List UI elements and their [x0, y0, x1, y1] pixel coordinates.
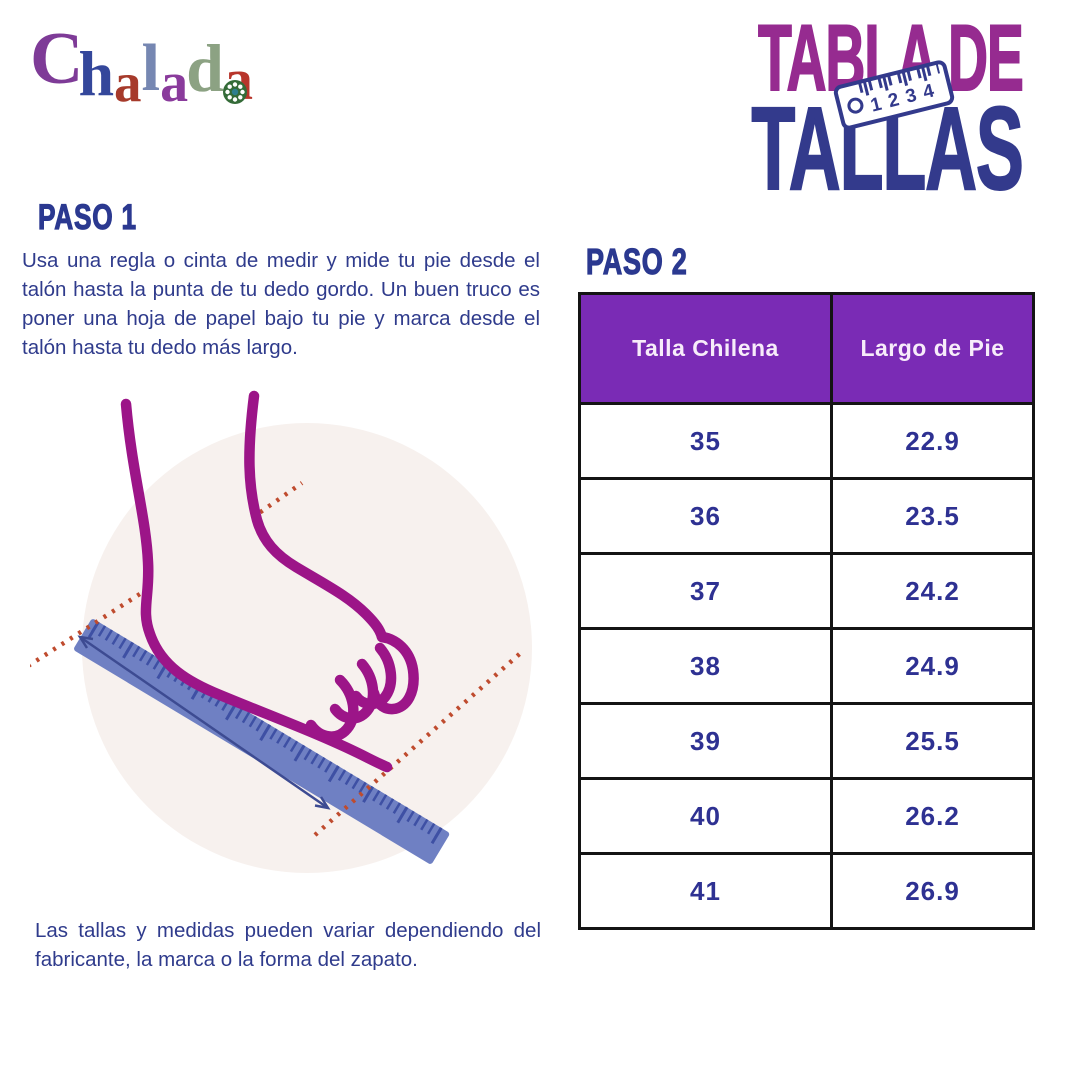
largo-de-pie-cell: 24.2 — [830, 552, 1035, 630]
logo-letter: a — [114, 52, 142, 113]
size-table-row: 37 24.2 — [578, 552, 1035, 630]
flower-icon — [223, 80, 247, 104]
foot-measurement-illustration — [30, 390, 532, 873]
largo-de-pie-cell: 26.2 — [830, 777, 1035, 855]
largo-de-pie-cell: 22.9 — [830, 402, 1035, 480]
brand-logo: Chalada — [30, 22, 253, 117]
disclaimer-note: Las tallas y medidas pueden variar depen… — [35, 919, 541, 972]
size-table-row: 41 26.9 — [578, 852, 1035, 930]
step2-heading: PASO 2 — [586, 241, 688, 282]
largo-de-pie-cell: 23.5 — [830, 477, 1035, 555]
talla-chilena-cell: 40 — [578, 777, 833, 855]
largo-de-pie-cell: 24.9 — [830, 627, 1035, 705]
tape-number: 4 — [920, 80, 937, 104]
largo-de-pie-cell: 26.9 — [830, 852, 1035, 930]
talla-chilena-cell: 35 — [578, 402, 833, 480]
tape-number: 1 — [868, 93, 884, 117]
tape-ticks — [858, 63, 942, 96]
size-table-body: 35 22.9 36 23.5 37 24.2 38 24.9 39 25.5 40 26.2 41 26… — [578, 402, 1035, 930]
logo-letter: d — [186, 30, 224, 106]
logo-letter: h — [78, 38, 115, 109]
size-table-row: 36 23.5 — [578, 477, 1035, 555]
tape-number: 3 — [903, 84, 919, 108]
illustration-background-circle — [82, 423, 532, 873]
size-table-row: 35 22.9 — [578, 402, 1035, 480]
col-header-largo-de-pie: Largo de Pie — [830, 292, 1035, 405]
size-table-row: 38 24.9 — [578, 627, 1035, 705]
logo-letter: a — [160, 52, 189, 114]
talla-chilena-cell: 37 — [578, 552, 833, 630]
step1-heading: PASO 1 — [38, 198, 137, 237]
logo-letter: C — [30, 18, 84, 100]
largo-de-pie-cell: 25.5 — [830, 702, 1035, 780]
measurement-arrow — [77, 635, 331, 810]
size-table-row: 39 25.5 — [578, 702, 1035, 780]
foot-outline — [120, 390, 419, 773]
talla-chilena-cell: 39 — [578, 702, 833, 780]
talla-chilena-cell: 36 — [578, 477, 833, 555]
ruler-graphic — [74, 619, 450, 864]
talla-chilena-cell: 38 — [578, 627, 833, 705]
size-table-row: 40 26.2 — [578, 777, 1035, 855]
size-table-header-row: Talla Chilena Largo de Pie — [578, 292, 1035, 405]
col-header-talla-chilena: Talla Chilena — [578, 292, 833, 405]
talla-chilena-cell: 41 — [578, 852, 833, 930]
logo-letter: l — [141, 31, 161, 105]
size-table: Talla Chilena Largo de Pie 35 22.9 36 23.5 3… — [578, 292, 1035, 930]
tape-number: 2 — [885, 89, 902, 113]
measuring-tape-icon: 1 2 3 4 — [832, 58, 956, 132]
step1-instructions: Usa una regla o cinta de medir y mide tu… — [22, 249, 540, 360]
